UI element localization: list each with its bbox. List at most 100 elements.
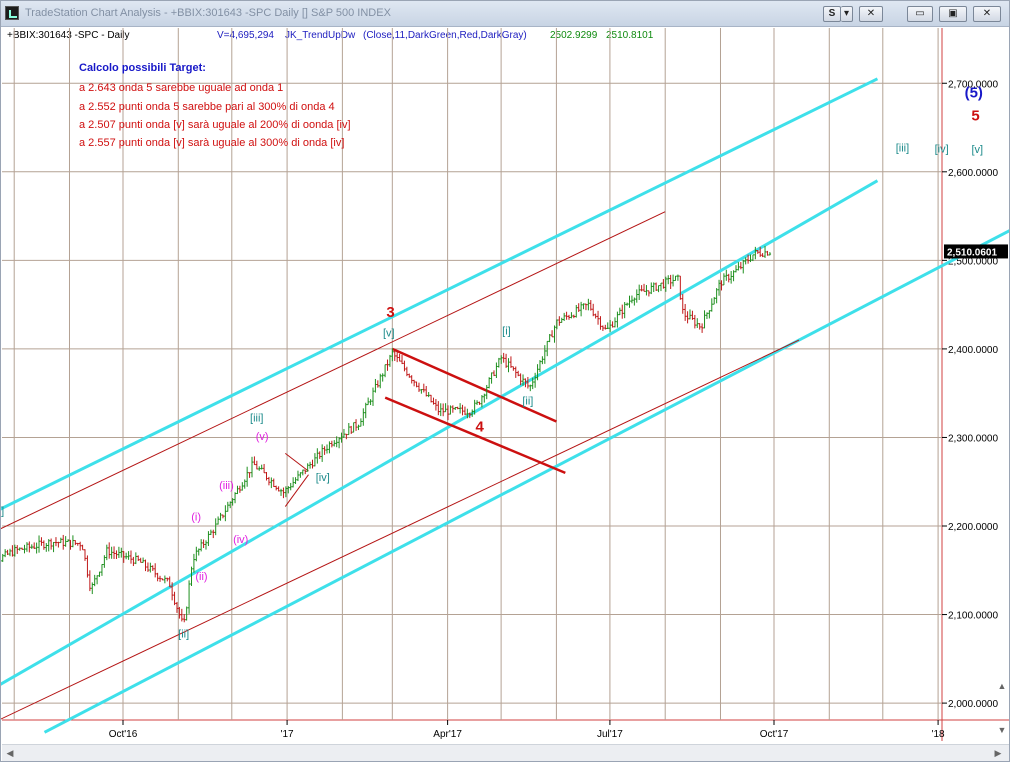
ohlc-bar — [555, 319, 559, 330]
ohlc-bar — [386, 359, 389, 371]
ohlc-bar — [272, 478, 275, 488]
ohlc-bar — [304, 469, 307, 475]
ohlc-bar — [725, 269, 728, 281]
s-button[interactable]: S — [823, 6, 841, 22]
ohlc-bar — [49, 538, 53, 550]
ohlc-bar — [417, 382, 421, 392]
ohlc-bar — [209, 529, 213, 535]
ohlc-bar — [608, 319, 612, 332]
ohlc-bar — [74, 540, 77, 546]
ohlc-bar — [103, 555, 106, 568]
ohlc-bar — [550, 330, 554, 338]
ohlc-bar — [183, 614, 186, 623]
ohlc-bar — [274, 485, 278, 491]
ohlc-bar — [30, 544, 33, 549]
ohlc-bar — [558, 316, 561, 326]
ohlc-bar — [93, 574, 96, 587]
ohlc-bar — [207, 531, 210, 547]
ohlc-bar — [347, 422, 350, 436]
ohlc-bar — [277, 486, 280, 492]
ohlc-bar — [374, 378, 377, 393]
scroll-down-icon[interactable]: ▼ — [997, 725, 1007, 735]
y-tick-label: 2,500.0000 — [948, 256, 998, 267]
ohlc-bar — [156, 572, 159, 582]
indicator-params: (Close,11,DarkGreen,Red,DarkGray) — [363, 30, 527, 41]
ohlc-bar — [691, 310, 694, 320]
ohlc-bar — [98, 571, 101, 577]
ohlc-bar — [1, 560, 2, 562]
close-small-icon[interactable]: ✕ — [859, 6, 883, 22]
ohlc-bar — [746, 254, 750, 264]
ohlc-bar — [306, 463, 309, 472]
tradestation-app-icon[interactable] — [5, 6, 19, 20]
ohlc-bar — [502, 352, 505, 363]
ohlc-bar — [216, 516, 220, 525]
restore-icon[interactable]: ▣ — [939, 6, 967, 22]
ohlc-bar — [35, 542, 38, 554]
ohlc-bar — [296, 470, 300, 482]
title-bar[interactable]: TradeStation Chart Analysis - +BBIX:3016… — [1, 1, 1009, 27]
indicator-value-1: 2502.9299 — [550, 30, 598, 41]
ohlc-bar — [168, 576, 171, 588]
ohlc-bar — [642, 283, 646, 292]
ohlc-bar — [633, 297, 636, 306]
ohlc-bar — [705, 312, 709, 319]
wave-label: [iii] — [896, 142, 909, 154]
indicator-value-2: 2510.8101 — [606, 30, 654, 41]
ohlc-bar — [516, 370, 520, 377]
close-icon[interactable]: ✕ — [973, 6, 1001, 22]
ohlc-bar — [408, 373, 411, 378]
y-tick-label: 2,200.0000 — [948, 522, 998, 533]
ohlc-bar — [333, 440, 336, 447]
ohlc-bar — [437, 401, 440, 416]
wave-label: (i) — [191, 512, 201, 524]
chevron-down-icon[interactable]: ▾ — [841, 6, 853, 22]
ohlc-bar — [388, 354, 392, 367]
ohlc-bar — [480, 395, 484, 408]
wave-label: [iv] — [935, 143, 949, 155]
ohlc-bar — [170, 582, 174, 601]
ohlc-bar — [8, 548, 12, 557]
ohlc-bar — [766, 250, 769, 256]
ohlc-bar — [538, 360, 542, 373]
ohlc-bar — [713, 297, 716, 305]
ohlc-bar — [662, 279, 665, 289]
wave-label: [ii] — [178, 629, 189, 641]
ohlc-bar — [667, 275, 670, 285]
ohlc-bar — [32, 542, 36, 549]
ohlc-bar — [422, 383, 426, 393]
ohlc-bar — [345, 433, 348, 440]
wave-label: [iii] — [250, 413, 263, 425]
ohlc-bar — [763, 245, 767, 258]
ohlc-bar — [241, 482, 244, 491]
scroll-right-icon[interactable]: ▶ — [994, 748, 1002, 758]
ohlc-bar — [582, 303, 585, 310]
ohlc-bar — [650, 282, 653, 295]
ohlc-bar — [533, 372, 537, 388]
ohlc-bar — [490, 372, 493, 384]
ohlc-bar — [238, 485, 242, 493]
ohlc-bar — [507, 358, 510, 373]
ohlc-bar — [441, 403, 445, 417]
ohlc-bar — [219, 512, 222, 521]
ohlc-bar — [768, 252, 772, 256]
horizontal-scrollbar[interactable]: ◀ ▶ — [2, 744, 1009, 761]
ohlc-bar — [173, 591, 176, 606]
ohlc-bar — [575, 304, 578, 318]
ohlc-bar — [6, 549, 9, 555]
ohlc-bar — [466, 408, 469, 419]
ohlc-bar — [357, 424, 360, 431]
ohlc-bar — [434, 399, 438, 411]
ohlc-bar — [81, 544, 84, 551]
scroll-left-icon[interactable]: ◀ — [6, 748, 14, 758]
ohlc-bar — [139, 557, 142, 563]
ohlc-bar — [11, 545, 14, 557]
ohlc-bar — [473, 399, 476, 415]
minimize-icon[interactable]: ▭ — [907, 6, 933, 22]
scroll-up-icon[interactable]: ▲ — [997, 681, 1007, 691]
ohlc-bar — [708, 310, 711, 319]
vertical-scroll-buttons[interactable]: ▲ ▼ — [995, 681, 1009, 743]
ohlc-bar — [366, 397, 370, 406]
ohlc-bar — [652, 282, 655, 293]
price-chart[interactable]: 2,000.0000 2,100.0000 2,200.0000 2,300.0000… — [1, 1, 1009, 741]
